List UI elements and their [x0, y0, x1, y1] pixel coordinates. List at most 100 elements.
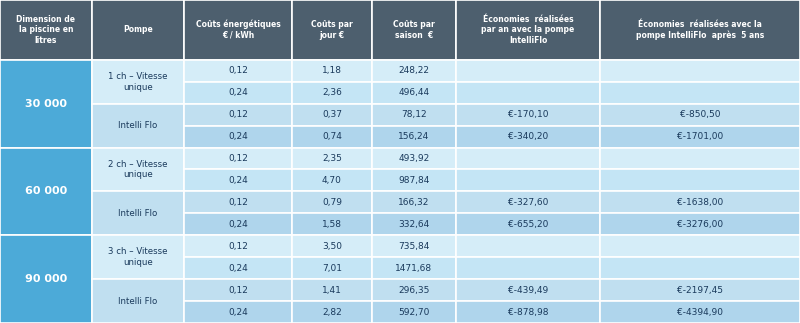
Bar	[184, 170, 292, 192]
Bar	[92, 60, 184, 104]
Text: Coûts énergétiques
€ / kWh: Coûts énergétiques € / kWh	[196, 20, 280, 40]
Text: 0,12: 0,12	[228, 110, 248, 119]
Bar	[456, 170, 600, 192]
Text: 735,84: 735,84	[398, 242, 430, 251]
Bar	[456, 82, 600, 104]
Bar	[456, 0, 600, 60]
Text: 2,36: 2,36	[322, 88, 342, 97]
Bar	[292, 126, 372, 148]
Text: €-1701,00: €-1701,00	[677, 132, 723, 141]
Text: 0,24: 0,24	[228, 307, 248, 317]
Text: €-3276,00: €-3276,00	[677, 220, 723, 229]
Bar	[372, 148, 456, 170]
Bar	[600, 257, 800, 279]
Text: 2 ch – Vitesse
unique: 2 ch – Vitesse unique	[108, 160, 168, 179]
Text: 166,32: 166,32	[398, 198, 430, 207]
Text: Économies  réalisées avec la
pompe IntelliFlo  après  5 ans: Économies réalisées avec la pompe Intell…	[636, 20, 764, 40]
Text: €-850,50: €-850,50	[680, 110, 720, 119]
Text: 0,24: 0,24	[228, 220, 248, 229]
Text: €-878,98: €-878,98	[508, 307, 548, 317]
Bar	[456, 192, 600, 213]
Text: 496,44: 496,44	[398, 88, 430, 97]
Bar	[372, 60, 456, 82]
Text: €-4394,90: €-4394,90	[677, 307, 723, 317]
Text: €-655,20: €-655,20	[508, 220, 548, 229]
Text: 1 ch – Vitesse
unique: 1 ch – Vitesse unique	[108, 72, 168, 91]
Bar	[92, 192, 184, 235]
Bar	[600, 235, 800, 257]
Text: 0,24: 0,24	[228, 176, 248, 185]
Text: €-170,10: €-170,10	[508, 110, 548, 119]
Bar	[600, 0, 800, 60]
Bar	[184, 213, 292, 235]
Text: 0,12: 0,12	[228, 154, 248, 163]
Text: 90 000: 90 000	[25, 274, 67, 284]
Text: €-340,20: €-340,20	[508, 132, 548, 141]
Bar	[92, 148, 184, 192]
Text: 4,70: 4,70	[322, 176, 342, 185]
Bar	[292, 279, 372, 301]
Bar	[456, 126, 600, 148]
Text: 30 000: 30 000	[25, 99, 67, 109]
Bar	[0, 0, 92, 60]
Bar	[372, 82, 456, 104]
Bar	[292, 192, 372, 213]
Text: 987,84: 987,84	[398, 176, 430, 185]
Text: 1,41: 1,41	[322, 286, 342, 295]
Text: Intelli Flo: Intelli Flo	[118, 121, 158, 130]
Bar	[292, 213, 372, 235]
Text: 0,12: 0,12	[228, 198, 248, 207]
Bar	[92, 235, 184, 279]
Bar	[184, 82, 292, 104]
Bar	[292, 82, 372, 104]
Text: 1471,68: 1471,68	[395, 264, 433, 273]
Bar	[600, 82, 800, 104]
Bar	[372, 170, 456, 192]
Text: €-1638,00: €-1638,00	[677, 198, 723, 207]
Text: Pompe: Pompe	[123, 26, 153, 34]
Text: 0,79: 0,79	[322, 198, 342, 207]
Text: 60 000: 60 000	[25, 186, 67, 196]
Text: Coûts par
saison  €: Coûts par saison €	[393, 20, 435, 40]
Text: 332,64: 332,64	[398, 220, 430, 229]
Bar	[92, 279, 184, 323]
Text: 78,12: 78,12	[401, 110, 427, 119]
Bar	[184, 60, 292, 82]
Bar	[184, 126, 292, 148]
Text: 0,12: 0,12	[228, 66, 248, 75]
Bar	[292, 0, 372, 60]
Text: Coûts par
jour €: Coûts par jour €	[311, 20, 353, 40]
Text: 1,58: 1,58	[322, 220, 342, 229]
Bar	[456, 148, 600, 170]
Bar	[456, 257, 600, 279]
Text: Économies  réalisées
par an avec la pompe
IntelliFlo: Économies réalisées par an avec la pompe…	[482, 15, 574, 45]
Text: 0,12: 0,12	[228, 242, 248, 251]
Bar	[184, 104, 292, 126]
Bar	[0, 148, 92, 235]
Bar	[184, 192, 292, 213]
Bar	[600, 148, 800, 170]
Bar	[0, 60, 92, 148]
Bar	[600, 192, 800, 213]
Text: 0,24: 0,24	[228, 264, 248, 273]
Bar	[292, 257, 372, 279]
Text: 0,74: 0,74	[322, 132, 342, 141]
Bar	[372, 0, 456, 60]
Bar	[600, 104, 800, 126]
Text: 2,35: 2,35	[322, 154, 342, 163]
Text: 2,82: 2,82	[322, 307, 342, 317]
Bar	[184, 257, 292, 279]
Text: 7,01: 7,01	[322, 264, 342, 273]
Text: Intelli Flo: Intelli Flo	[118, 209, 158, 218]
Text: Intelli Flo: Intelli Flo	[118, 297, 158, 306]
Text: 248,22: 248,22	[398, 66, 430, 75]
Text: 0,12: 0,12	[228, 286, 248, 295]
Text: 3,50: 3,50	[322, 242, 342, 251]
Bar	[0, 235, 92, 323]
Bar	[372, 235, 456, 257]
Text: €-439,49: €-439,49	[508, 286, 548, 295]
Bar	[456, 235, 600, 257]
Text: 1,18: 1,18	[322, 66, 342, 75]
Bar	[292, 301, 372, 323]
Bar	[372, 192, 456, 213]
